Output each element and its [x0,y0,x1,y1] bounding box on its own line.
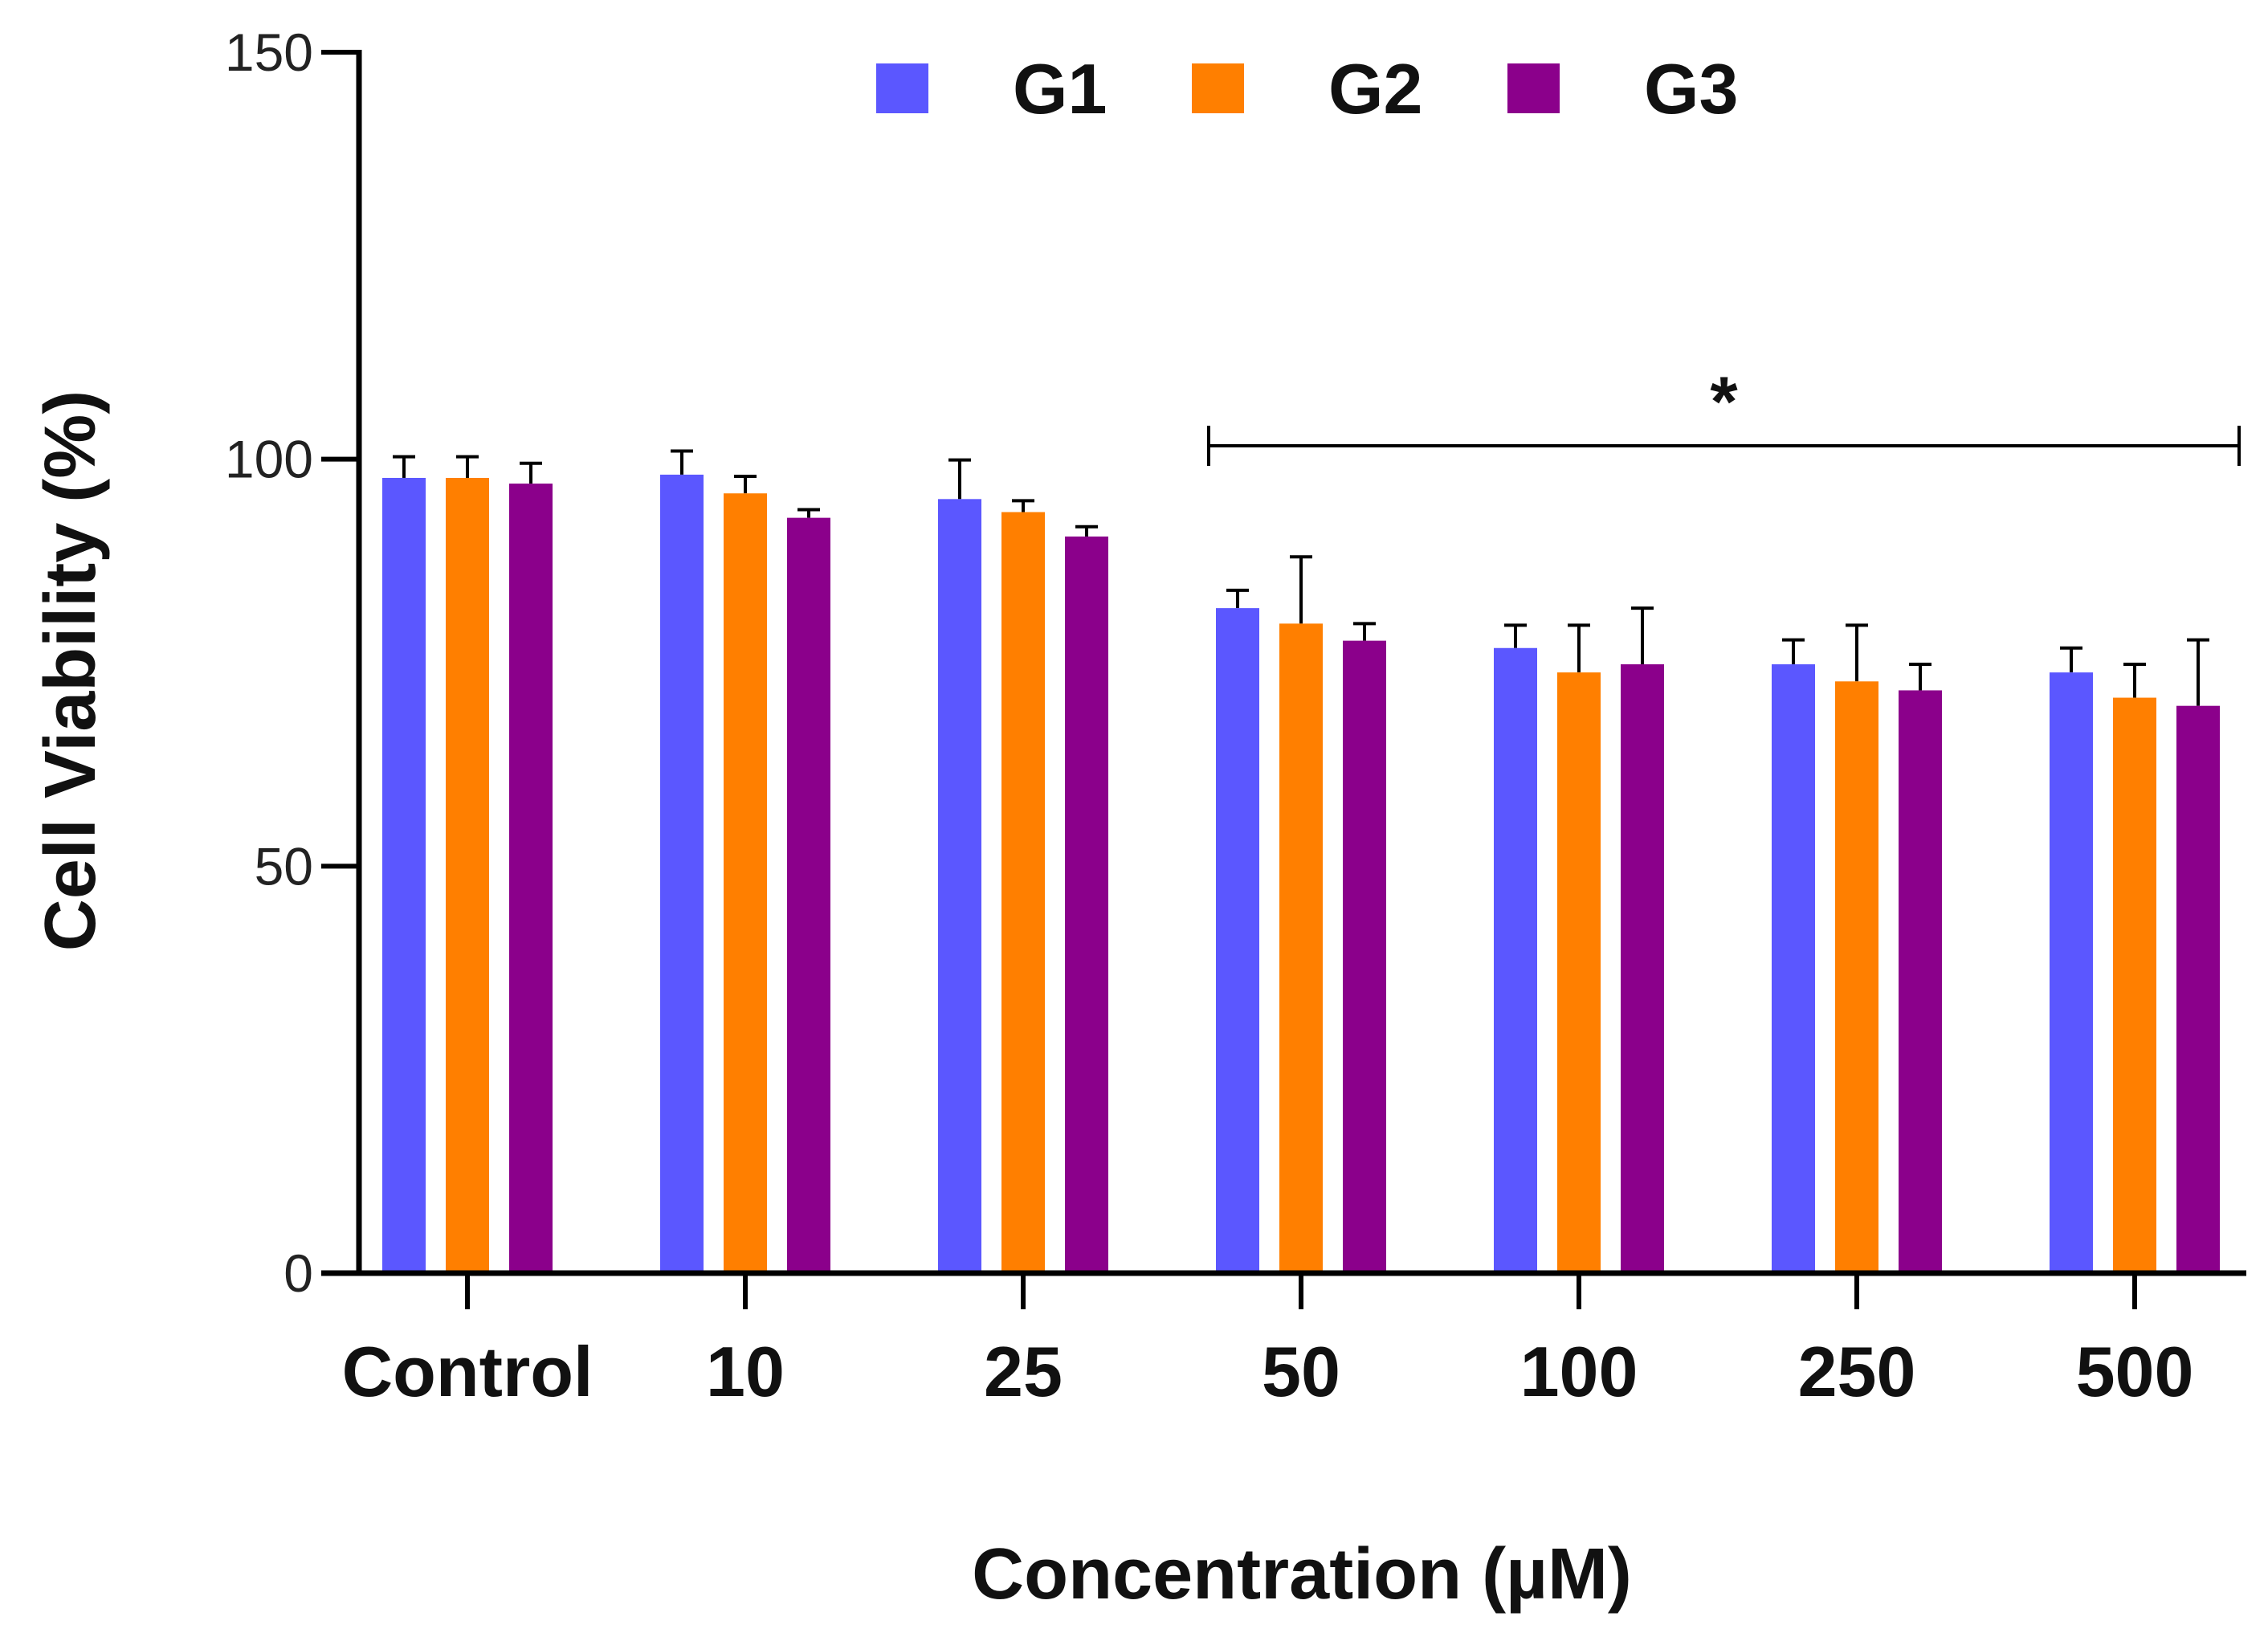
bar-G1-500 [2050,672,2093,1273]
x-tick-label: 100 [1520,1332,1638,1411]
bar-G1-100 [1494,647,1537,1273]
bar-G2-250 [1835,681,1878,1273]
bar-G1-10 [660,474,704,1273]
bar-G1-50 [1216,608,1259,1273]
legend-swatch-G1 [876,63,928,113]
legend-label-G3: G3 [1644,49,1738,129]
bar-G1-250 [1772,664,1815,1273]
bar-G3-10 [787,517,830,1273]
x-tick-label: Control [342,1332,594,1411]
bar-G3-50 [1343,640,1386,1273]
y-tick-label: 150 [225,22,313,82]
x-tick-label: 500 [2076,1332,2194,1411]
legend: G1 G2 G3 [876,49,1738,129]
legend-label-G2: G2 [1328,49,1422,129]
legend-label-G1: G1 [1013,49,1107,129]
legend-swatch-G2 [1192,63,1244,113]
bar-G3-100 [1621,664,1664,1273]
x-axis-label: Concentration (µM) [972,1534,1632,1615]
y-tick-label: 0 [284,1243,313,1303]
bar-G2-10 [724,493,767,1273]
y-tick-label: 50 [255,836,313,896]
x-tick-label: 25 [984,1332,1063,1411]
bar-G2-25 [1001,512,1045,1273]
y-axis-label: Cell Viability (%) [31,390,111,952]
bar-G2-Control [446,477,489,1273]
significance-star: * [1710,361,1738,441]
x-tick-label: 250 [1798,1332,1916,1411]
bar-G3-500 [2176,705,2220,1273]
bar-G2-500 [2113,697,2156,1273]
bar-G3-25 [1065,536,1108,1273]
x-tick-label: 10 [706,1332,785,1411]
bar-G2-100 [1557,672,1601,1273]
bar-G1-25 [938,499,981,1273]
bar-G2-50 [1279,623,1323,1273]
bar-G3-250 [1899,690,1942,1273]
legend-swatch-G3 [1507,63,1560,113]
significance-bracket: * [1207,361,2241,466]
y-tick-label: 100 [225,430,313,489]
bar-G1-Control [382,477,426,1273]
bar-G3-Control [509,484,553,1273]
x-tick-label: 50 [1262,1332,1340,1411]
